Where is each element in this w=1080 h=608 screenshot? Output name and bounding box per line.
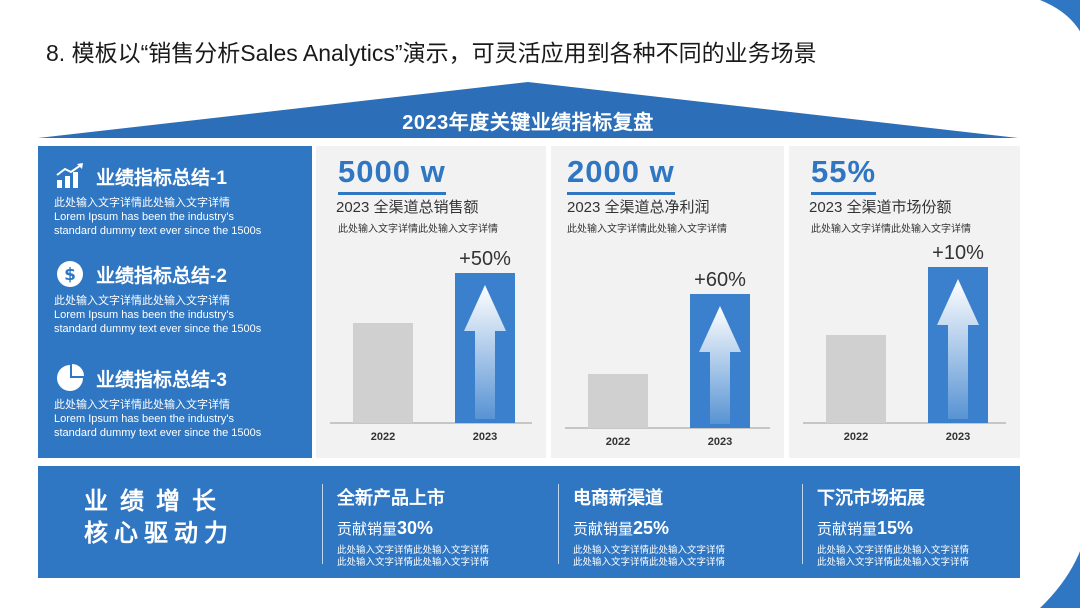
growth-drivers-panel: 业绩增长 核心驱动力 全新产品上市 贡献销量30% 此处输入文字详情此处输入文字…: [38, 466, 1020, 578]
kpi-summary-2: $ 业绩指标总结-2 此处输入文字详情此处输入文字详情 Lorem Ipsum …: [54, 258, 304, 336]
driver-contrib-value: 30%: [397, 518, 434, 538]
kpi-summary-1: 业绩指标总结-1 此处输入文字详情此处输入文字详情 Lorem Ipsum ha…: [54, 160, 304, 238]
metric-subtitle: 2023 全渠道市场份额: [809, 199, 952, 216]
banner-title: 2023年度关键业绩指标复盘: [402, 112, 654, 134]
kpi-summary-desc: standard dummy text ever since the 1500s: [54, 323, 262, 335]
bar-2022: [826, 335, 886, 423]
pie-chart-icon: [54, 363, 86, 393]
bar-chart-up-icon: [54, 161, 86, 191]
driver-contrib-label: 贡献销量: [817, 521, 878, 538]
metric-card-sales: 5000 w 2023 全渠道总销售额 此处输入文字详情此处输入文字详情 +50…: [316, 146, 546, 458]
driver-desc: 此处输入文字详情此处输入文字详情: [817, 557, 970, 568]
metric-value: 55%: [811, 154, 877, 195]
year-label: 2022: [844, 431, 868, 443]
driver-head: 全新产品上市: [337, 488, 445, 508]
driver-contrib-value: 15%: [877, 518, 914, 538]
kpi-summary-desc: standard dummy text ever since the 1500s: [54, 427, 262, 439]
driver-desc: 此处输入文字详情此处输入文字详情: [337, 545, 490, 556]
year-label: 2023: [708, 436, 732, 448]
growth-label: +10%: [932, 242, 984, 264]
year-label: 2023: [946, 431, 970, 443]
driver-desc: 此处输入文字详情此处输入文字详情: [337, 557, 490, 568]
metric-value: 2000 w: [567, 154, 675, 195]
driver-head: 下沉市场拓展: [817, 488, 925, 508]
kpi-summary-panel: 业绩指标总结-1 此处输入文字详情此处输入文字详情 Lorem Ipsum ha…: [38, 146, 312, 458]
slide-title: 8. 模板以“销售分析Sales Analytics”演示，可灵活应用到各种不同…: [46, 40, 817, 66]
driver-item: 电商新渠道 贡献销量25% 此处输入文字详情此处输入文字详情 此处输入文字详情此…: [558, 484, 773, 568]
driver-desc: 此处输入文字详情此处输入文字详情: [817, 545, 970, 556]
year-label: 2023: [473, 431, 497, 443]
metric-card-profit: 2000 w 2023 全渠道总净利润 此处输入文字详情此处输入文字详情 +60…: [551, 146, 784, 458]
driver-contrib-label: 贡献销量: [337, 521, 398, 538]
kpi-summary-desc: 此处输入文字详情此处输入文字详情: [54, 197, 230, 209]
bar-2022: [353, 323, 413, 423]
driver-head: 电商新渠道: [573, 488, 663, 508]
driver-desc: 此处输入文字详情此处输入文字详情: [573, 545, 726, 556]
growth-label: +60%: [694, 269, 746, 291]
kpi-summary-title: 业绩指标总结-1: [96, 167, 227, 189]
driver-desc: 此处输入文字详情此处输入文字详情: [573, 557, 726, 568]
metric-subtitle: 2023 全渠道总销售额: [336, 199, 479, 216]
dollar-coin-icon: $: [54, 259, 86, 289]
kpi-summary-desc: standard dummy text ever since the 1500s: [54, 225, 262, 237]
driver-contrib-value: 25%: [633, 518, 670, 538]
kpi-summary-desc: Lorem Ipsum has been the industry's: [54, 309, 235, 321]
driver-item: 全新产品上市 贡献销量30% 此处输入文字详情此处输入文字详情 此处输入文字详情…: [322, 484, 537, 568]
metric-desc: 此处输入文字详情此处输入文字详情: [567, 224, 727, 235]
metric-card-share: 55% 2023 全渠道市场份额 此处输入文字详情此处输入文字详情 +10% 20…: [789, 146, 1020, 458]
metric-desc: 此处输入文字详情此处输入文字详情: [338, 224, 498, 235]
driver-contrib-label: 贡献销量: [573, 521, 634, 538]
arrow-up-icon: [464, 285, 506, 419]
metric-desc: 此处输入文字详情此处输入文字详情: [811, 224, 971, 235]
svg-text:$: $: [64, 265, 76, 285]
metric-subtitle: 2023 全渠道总净利润: [567, 199, 710, 216]
kpi-summary-title: 业绩指标总结-3: [96, 369, 227, 391]
metric-value: 5000 w: [338, 154, 446, 195]
kpi-summary-3: 业绩指标总结-3 此处输入文字详情此处输入文字详情 Lorem Ipsum ha…: [54, 362, 304, 440]
metric-bar-chart: +60% 2022 2023: [565, 269, 770, 448]
growth-label: +50%: [459, 248, 511, 270]
banner-roof: [38, 82, 1018, 138]
year-label: 2022: [606, 436, 630, 448]
kpi-summary-desc: Lorem Ipsum has been the industry's: [54, 211, 235, 223]
metric-bar-chart: +10% 2022 2023: [803, 242, 1006, 443]
kpi-summary-desc: Lorem Ipsum has been the industry's: [54, 413, 235, 425]
driver-item: 下沉市场拓展 贡献销量15% 此处输入文字详情此处输入文字详情 此处输入文字详情…: [802, 484, 1017, 568]
drivers-title-line2: 核心驱动力: [84, 520, 234, 547]
metric-bar-chart: +50% 2022 2023: [330, 248, 532, 443]
kpi-summary-desc: 此处输入文字详情此处输入文字详情: [54, 295, 230, 307]
drivers-title-line1: 业绩增长: [84, 488, 228, 515]
arrow-up-icon: [699, 306, 741, 424]
kpi-summary-desc: 此处输入文字详情此处输入文字详情: [54, 399, 230, 411]
arrow-up-icon: [937, 279, 979, 419]
bar-2022: [588, 374, 648, 428]
kpi-summary-title: 业绩指标总结-2: [96, 265, 227, 287]
year-label: 2022: [371, 431, 395, 443]
